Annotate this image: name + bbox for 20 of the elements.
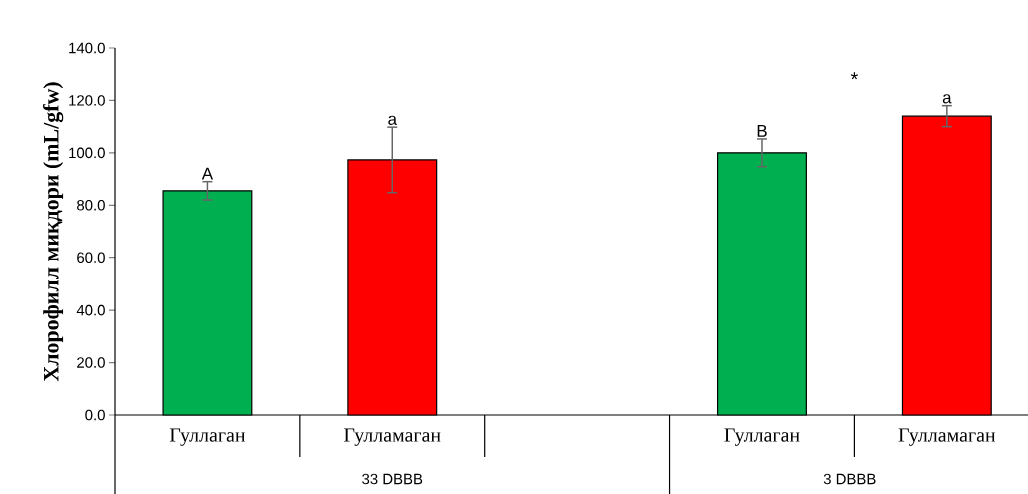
data-label: a (388, 115, 397, 125)
data-label: a (942, 94, 952, 104)
x-tick-label: Гуллаган (169, 428, 246, 446)
x-tick-label: Гулламаган (344, 428, 441, 446)
y-tick-label: 40.0 (76, 304, 105, 316)
x-tick-label: Гулламаган (898, 428, 996, 446)
annotation: * (850, 72, 858, 80)
y-tick-label: 80.0 (77, 199, 105, 211)
y-tick-label: 60.0 (77, 252, 105, 263)
y-tick-label: 140.0 (69, 42, 105, 54)
text: 33 DBBB (362, 473, 423, 485)
y-tick-label: 100.0 (69, 147, 105, 159)
data-label: B (757, 125, 767, 137)
y-tick-label: 120.0 (69, 95, 105, 106)
text: 3 DBBB (823, 473, 876, 485)
y-axis-title: Хлорофилл миқдори (mL/gfw) (42, 82, 64, 382)
data-label: A (201, 167, 214, 180)
y-tick-label: 0.0 (85, 409, 105, 421)
x-tick-label: Гуллаган (724, 428, 800, 446)
y-tick-label: 20.0 (77, 357, 105, 368)
